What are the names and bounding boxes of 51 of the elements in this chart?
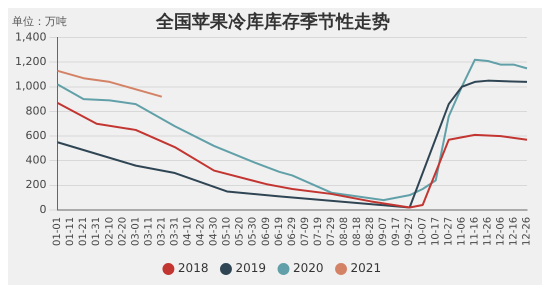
x-tick-label: 08-28 (365, 216, 376, 246)
x-tick-label: 07-29 (326, 216, 337, 246)
x-tick-label: 06-19 (274, 216, 285, 246)
x-tick-label: 01-01 (52, 216, 64, 246)
legend-label: 2020 (293, 261, 324, 276)
y-tick-label: 800 (25, 104, 46, 118)
x-tick-label: 08-18 (352, 216, 364, 246)
x-tick-label: 07-09 (300, 216, 311, 246)
x-tick-label: 12-06 (496, 216, 507, 246)
x-tick-label: 03-31 (169, 216, 180, 246)
x-tick-label: 06-29 (286, 216, 298, 246)
x-tick-label: 01-11 (65, 216, 76, 246)
x-tick-label: 05-30 (248, 216, 259, 246)
x-tick-label: 09-17 (391, 216, 402, 246)
x-tick-label: 03-01 (130, 216, 142, 246)
y-tick-label: 1,400 (14, 30, 46, 44)
y-tick-label: 600 (25, 128, 46, 142)
x-tick-label: 02-20 (117, 216, 128, 246)
y-tick-label: 400 (25, 154, 46, 167)
x-tick-label: 10-07 (417, 216, 428, 246)
x-tick-label: 01-21 (78, 216, 90, 246)
x-tick-label: 04-10 (182, 216, 194, 246)
x-tick-label: 09-07 (378, 216, 390, 246)
x-tick-label: 08-08 (339, 216, 350, 246)
x-tick-label: 05-20 (234, 216, 246, 246)
x-tick-label: 11-16 (469, 216, 480, 246)
y-axis-title: 单位：万吨 (12, 14, 67, 28)
x-tick-label: 07-19 (312, 216, 324, 246)
x-tick-label: 03-11 (143, 216, 154, 246)
x-tick-label: 09-27 (404, 216, 416, 246)
y-tick-label: 200 (25, 178, 46, 192)
x-tick-label: 12-26 (522, 216, 533, 246)
legend-label: 2021 (350, 261, 382, 276)
x-tick-label: 04-30 (208, 216, 220, 246)
x-tick-label: 03-21 (156, 216, 168, 246)
x-tick-label: 04-20 (196, 216, 207, 246)
legend-label: 2019 (235, 261, 266, 276)
y-tick-label: 0 (39, 202, 46, 216)
chart-title: 全国苹果冷库库存季节性走势 (155, 11, 390, 32)
x-tick-label: 06-09 (260, 216, 272, 246)
y-tick-label: 1,200 (14, 55, 46, 68)
x-tick-label: 02-10 (104, 216, 116, 246)
x-tick-label: 11-26 (482, 216, 494, 246)
x-tick-label: 05-10 (222, 216, 233, 246)
legend-label: 2018 (178, 261, 208, 276)
x-tick-label: 10-27 (443, 216, 454, 246)
x-tick-label: 10-17 (430, 216, 442, 246)
x-tick-label: 11-06 (456, 216, 468, 246)
y-tick-label: 1,000 (14, 80, 46, 93)
x-tick-label: 12-16 (508, 216, 520, 246)
x-tick-label: 01-31 (91, 216, 102, 246)
